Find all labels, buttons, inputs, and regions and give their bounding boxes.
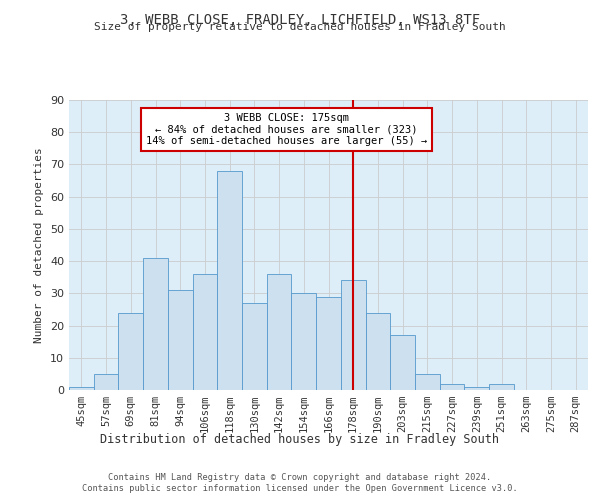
Text: 3, WEBB CLOSE, FRADLEY, LICHFIELD, WS13 8TF: 3, WEBB CLOSE, FRADLEY, LICHFIELD, WS13 … xyxy=(120,12,480,26)
Text: 3 WEBB CLOSE: 175sqm
← 84% of detached houses are smaller (323)
14% of semi-deta: 3 WEBB CLOSE: 175sqm ← 84% of detached h… xyxy=(146,113,427,146)
Text: Distribution of detached houses by size in Fradley South: Distribution of detached houses by size … xyxy=(101,432,499,446)
Bar xyxy=(415,374,440,390)
Bar xyxy=(316,296,341,390)
Bar xyxy=(341,280,365,390)
Text: Contains HM Land Registry data © Crown copyright and database right 2024.: Contains HM Land Registry data © Crown c… xyxy=(109,472,491,482)
Bar xyxy=(464,387,489,390)
Bar xyxy=(69,387,94,390)
Bar xyxy=(365,312,390,390)
Bar xyxy=(390,335,415,390)
Bar xyxy=(118,312,143,390)
Bar xyxy=(267,274,292,390)
Bar xyxy=(440,384,464,390)
Bar xyxy=(193,274,217,390)
Y-axis label: Number of detached properties: Number of detached properties xyxy=(34,147,44,343)
Text: Contains public sector information licensed under the Open Government Licence v3: Contains public sector information licen… xyxy=(82,484,518,493)
Bar xyxy=(292,294,316,390)
Bar xyxy=(242,303,267,390)
Bar xyxy=(489,384,514,390)
Bar xyxy=(143,258,168,390)
Bar xyxy=(217,171,242,390)
Bar xyxy=(168,290,193,390)
Bar xyxy=(94,374,118,390)
Text: Size of property relative to detached houses in Fradley South: Size of property relative to detached ho… xyxy=(94,22,506,32)
